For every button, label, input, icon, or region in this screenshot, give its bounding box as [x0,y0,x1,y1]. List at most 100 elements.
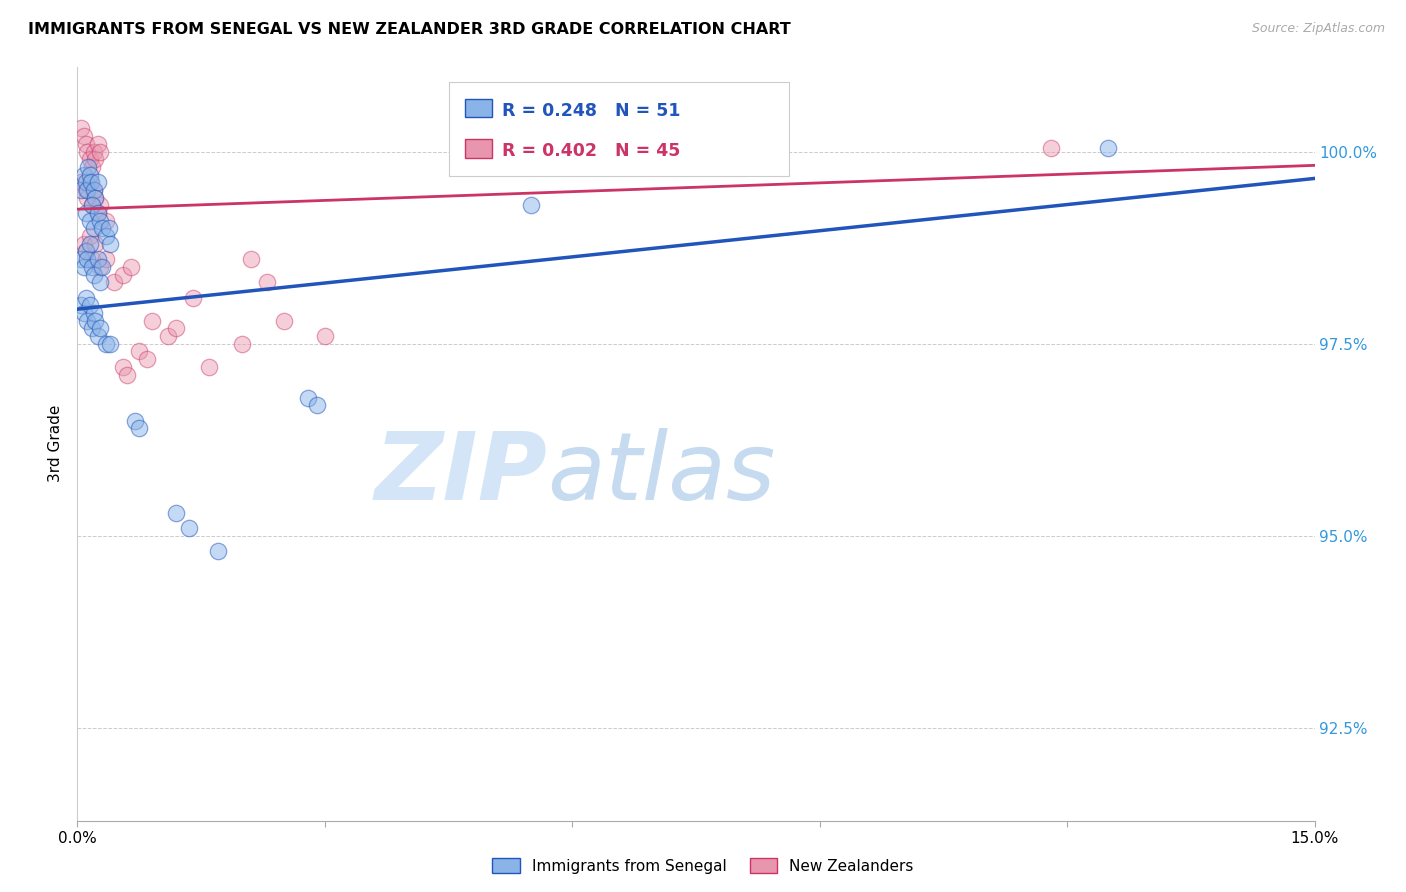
Point [83,268,105,282]
Point [75,183,97,197]
Point [83,183,105,197]
Point [98,336,121,351]
Point [136,352,159,367]
Point [76,191,98,205]
Point [297,391,319,405]
Point [83,183,105,197]
Point [76,252,98,267]
Text: IMMIGRANTS FROM SENEGAL VS NEW ZEALANDER 3RD GRADE CORRELATION CHART: IMMIGRANTS FROM SENEGAL VS NEW ZEALANDER… [28,22,790,37]
FancyBboxPatch shape [464,98,492,118]
Point [79,152,101,166]
Point [82,260,104,274]
Point [82,252,104,267]
Point [181,291,204,305]
Point [79,213,101,227]
Point [111,268,134,282]
Point [305,398,328,412]
Point [70,183,93,197]
Point [96,336,118,351]
Point [89,213,111,227]
Point [76,183,98,197]
Point [96,229,118,244]
Point [70,175,93,189]
Point [82,198,104,212]
Point [84,191,107,205]
Point [141,314,163,328]
Point [79,298,101,312]
Point [73,129,96,144]
Point [314,329,336,343]
Text: R = 0.402   N = 45: R = 0.402 N = 45 [502,142,681,161]
Point [256,275,278,289]
Point [70,252,93,267]
Y-axis label: 3rd Grade: 3rd Grade [48,405,63,483]
Point [96,213,118,227]
Point [91,260,114,274]
Point [520,198,543,212]
Point [84,191,107,205]
FancyBboxPatch shape [464,139,492,158]
Point [84,152,107,166]
Point [124,414,146,428]
Point [87,206,110,220]
Point [82,160,104,174]
Point [157,329,180,343]
Point [73,306,96,320]
Point [80,175,103,189]
Point [76,145,98,159]
Point [73,236,96,251]
FancyBboxPatch shape [449,82,789,177]
Point [83,306,105,320]
Point [75,175,97,189]
Point [79,236,101,251]
Point [75,206,97,220]
Point [207,544,229,558]
Text: atlas: atlas [547,428,776,519]
Point [89,321,111,335]
Point [84,236,107,251]
Point [87,252,110,267]
Text: R = 0.248   N = 51: R = 0.248 N = 51 [502,103,681,120]
Legend: Immigrants from Senegal, New Zealanders: Immigrants from Senegal, New Zealanders [486,852,920,880]
Point [73,168,96,182]
Point [177,521,200,535]
Point [70,298,93,312]
Point [198,359,221,374]
Point [120,260,142,274]
Point [89,260,111,274]
Point [96,252,118,267]
Point [231,336,253,351]
Point [75,291,97,305]
Point [73,260,96,274]
Point [103,275,125,289]
Point [77,160,100,174]
Point [82,321,104,335]
Point [87,175,110,189]
Point [273,314,295,328]
Point [76,314,98,328]
Point [84,314,107,328]
Point [89,275,111,289]
Point [91,221,114,235]
Point [87,206,110,220]
Point [83,145,105,159]
Point [97,221,120,235]
Point [75,244,97,259]
Point [79,168,101,182]
Point [239,252,262,267]
Point [165,321,187,335]
Point [75,136,97,151]
Point [89,198,111,212]
Point [128,421,150,435]
Point [83,221,105,235]
Point [87,136,110,151]
Text: ZIP: ZIP [374,428,547,520]
Point [115,368,138,382]
Point [1039,141,1062,155]
Point [79,229,101,244]
Text: Source: ZipAtlas.com: Source: ZipAtlas.com [1251,22,1385,36]
Point [75,244,97,259]
Point [79,175,101,189]
Point [87,329,110,343]
Point [70,121,93,136]
